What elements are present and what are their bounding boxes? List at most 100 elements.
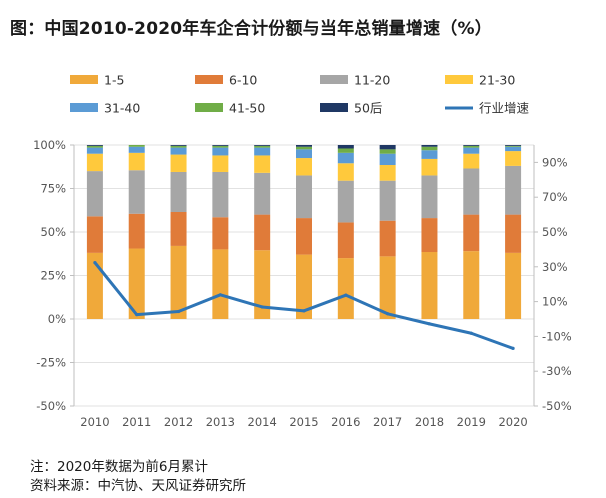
legend-label-0: 1-5 — [104, 73, 124, 88]
chart-title: 图：中国2010-2020年车企合计份额与当年总销量增速（%） — [10, 19, 492, 39]
legend-swatch-3 — [445, 75, 473, 84]
bar-2010-6-10 — [86, 216, 103, 253]
legend-label-3: 21-30 — [479, 73, 515, 88]
bar-2017-41-50 — [379, 149, 396, 154]
bar-2010-50后 — [86, 145, 103, 146]
left-tick-label-1: -25% — [36, 356, 66, 370]
bar-2016-50后 — [337, 145, 354, 149]
bar-2013-1-5 — [212, 249, 229, 319]
growth-point-2018 — [427, 322, 432, 326]
bar-2011-31-40 — [128, 146, 145, 153]
growth-point-2013 — [218, 293, 222, 297]
x-tick-label-2013: 2013 — [206, 415, 235, 429]
growth-point-2016 — [344, 293, 348, 297]
bar-2012-11-20 — [170, 171, 187, 212]
legend-label-4: 31-40 — [104, 101, 140, 116]
bar-2016-1-5 — [337, 258, 354, 319]
bar-2020-6-10 — [505, 214, 522, 253]
legend-item-0: 1-5 — [70, 73, 124, 88]
legend-label-7: 行业增速 — [479, 101, 530, 116]
source-note: 资料来源：中汽协、天风证券研究所 — [30, 478, 246, 494]
right-tick-label-5: 50% — [542, 225, 568, 239]
growth-point-2015 — [302, 309, 306, 313]
bar-2011-1-5 — [128, 248, 145, 319]
left-tick-label-0: -50% — [36, 399, 66, 413]
bar-2015-41-50 — [296, 146, 312, 150]
bar-2015-6-10 — [296, 218, 312, 255]
bar-2013-6-10 — [212, 217, 229, 250]
bar-2020-1-5 — [505, 252, 522, 319]
bar-2013-50后 — [212, 145, 229, 146]
legend-item-1: 6-10 — [195, 73, 257, 88]
bar-2017-50后 — [379, 145, 396, 150]
x-tick-label-2014: 2014 — [248, 415, 277, 429]
bar-2017-21-30 — [379, 165, 396, 181]
right-tick-label-7: 90% — [542, 155, 568, 169]
growth-point-2011 — [135, 313, 139, 317]
legend-swatch-6 — [320, 103, 348, 112]
legend-swatch-4 — [70, 103, 98, 112]
bar-2018-1-5 — [421, 252, 438, 319]
left-tick-label-5: 75% — [40, 182, 66, 196]
bar-2020-41-50 — [505, 145, 522, 147]
bar-2012-50后 — [170, 145, 187, 146]
bar-2010-11-20 — [86, 171, 103, 217]
bar-2014-6-10 — [254, 214, 271, 251]
legend-item-5: 41-50 — [195, 101, 265, 116]
bar-2015-11-20 — [296, 175, 312, 219]
bar-2019-6-10 — [463, 214, 480, 252]
bar-2014-1-5 — [254, 250, 271, 319]
bar-2011-6-10 — [128, 213, 145, 249]
bar-2017-1-5 — [379, 256, 396, 319]
legend-item-6: 50后 — [320, 101, 382, 116]
note-2020: 注：2020年数据为前6月累计 — [30, 459, 208, 475]
legend-item-3: 21-30 — [445, 73, 515, 88]
bar-2011-11-20 — [128, 170, 145, 214]
x-tick-label-2017: 2017 — [373, 415, 402, 429]
legend-item-2: 11-20 — [320, 73, 390, 88]
bar-2018-11-20 — [421, 175, 438, 219]
x-tick-label-2016: 2016 — [331, 415, 360, 429]
bar-2016-21-30 — [337, 163, 354, 181]
bar-2010-31-40 — [86, 147, 103, 154]
axes: -50% -25% 0% 25% 50% 75% 100% -50% -30% -10% 10% 30… — [33, 138, 572, 429]
bar-2018-21-30 — [421, 158, 438, 176]
left-tick-label-6: 100% — [33, 138, 66, 152]
bar-2012-31-40 — [170, 147, 187, 155]
bar-2020-50后 — [505, 145, 522, 146]
growth-point-2012 — [176, 309, 181, 314]
bar-2019-21-30 — [463, 153, 480, 169]
bar-2015-31-40 — [296, 149, 312, 159]
bar-2012-6-10 — [170, 211, 187, 246]
bar-2017-31-40 — [379, 153, 396, 166]
left-tick-label-2: 0% — [48, 312, 66, 326]
x-tick-label-2019: 2019 — [457, 415, 486, 429]
bar-2013-31-40 — [212, 147, 229, 156]
right-tick-label-2: -10% — [542, 329, 572, 343]
bar-2015-21-30 — [296, 158, 312, 176]
bar-2016-6-10 — [337, 222, 354, 259]
legend-swatch-2 — [320, 75, 348, 84]
growth-point-2019 — [469, 331, 473, 335]
bar-2018-6-10 — [421, 218, 438, 253]
bars — [86, 145, 522, 319]
x-tick-label-2018: 2018 — [415, 415, 444, 429]
right-tick-label-6: 70% — [542, 190, 568, 204]
bar-2019-41-50 — [463, 145, 480, 148]
bar-2019-31-40 — [463, 147, 480, 154]
stacked-bar-line-chart: 1-5 6-10 11-20 21-30 31-40 41-50 50后 行业增速 -50% -… — [33, 73, 572, 430]
right-tick-label-0: -50% — [542, 399, 572, 413]
bar-2012-1-5 — [170, 245, 187, 319]
x-tick-label-2010: 2010 — [80, 415, 109, 429]
bar-2020-21-30 — [505, 151, 522, 166]
bar-2013-21-30 — [212, 155, 229, 172]
bar-2017-11-20 — [379, 180, 396, 221]
left-tick-label-4: 50% — [40, 225, 66, 239]
legend-swatch-0 — [70, 75, 98, 84]
growth-line-layer — [93, 261, 515, 351]
bar-2015-1-5 — [296, 254, 312, 319]
bar-2018-50后 — [421, 145, 438, 147]
legend-item-7: 行业增速 — [445, 101, 530, 116]
bar-2010-21-30 — [86, 153, 103, 172]
legend-swatch-5 — [195, 103, 223, 112]
